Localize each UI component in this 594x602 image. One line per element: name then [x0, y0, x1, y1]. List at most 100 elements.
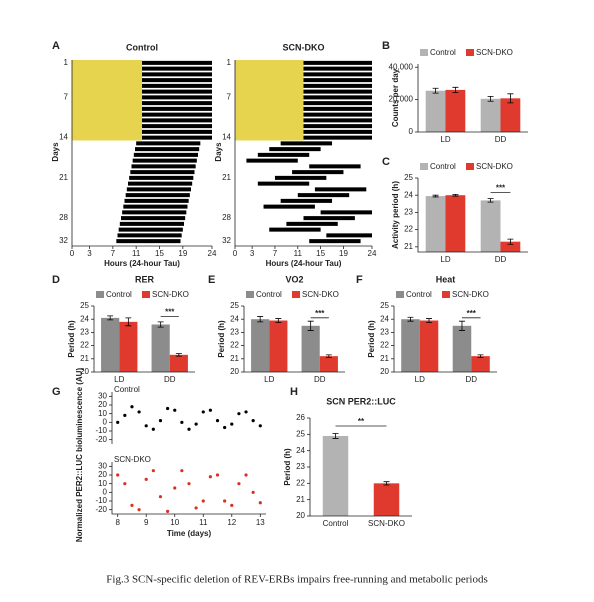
- bar: [101, 317, 120, 372]
- activity-bout: [121, 216, 186, 221]
- activity-bout: [303, 60, 372, 65]
- y-tick-label: 20: [296, 511, 305, 520]
- data-point: [137, 410, 141, 414]
- bar: [425, 196, 446, 252]
- data-point: [130, 503, 134, 507]
- legend-swatch: [96, 291, 104, 298]
- activity-bout: [142, 129, 212, 134]
- activity-bout: [303, 95, 372, 100]
- activity-bout: [117, 233, 182, 238]
- x-tick-label: 12: [227, 518, 236, 527]
- bar: [373, 483, 400, 516]
- legend-swatch: [420, 163, 428, 170]
- y-tick-label: 20: [98, 400, 107, 409]
- y-axis-label: Days: [214, 142, 223, 162]
- activity-bout: [280, 198, 333, 203]
- legend-label: Control: [256, 290, 282, 299]
- legend-label: Control: [106, 290, 132, 299]
- y-tick-label: 20: [80, 367, 89, 376]
- y-tick-label: 20: [230, 367, 239, 376]
- activity-bout: [303, 72, 372, 77]
- bar: [480, 200, 501, 252]
- data-point: [173, 408, 177, 412]
- light-period: [72, 60, 142, 141]
- data-point: [244, 473, 248, 477]
- legend-swatch: [420, 49, 428, 56]
- y-tick-label: 22: [80, 341, 89, 350]
- activity-bout: [303, 106, 372, 111]
- y-tick-label: 0: [103, 417, 108, 426]
- activity-bout: [128, 181, 193, 186]
- x-tick-label: LD: [415, 375, 425, 384]
- legend-label: Control: [430, 48, 456, 57]
- y-tick-label: 23: [230, 328, 239, 337]
- activity-bout: [303, 129, 372, 134]
- y-tick-label: 21: [380, 354, 389, 363]
- legend-swatch: [442, 291, 450, 298]
- error-bar: [477, 354, 484, 358]
- y-tick-label: 21: [230, 354, 239, 363]
- y-axis-label: Normalized PER2::LUC bioluminescence (AU…: [75, 368, 84, 543]
- data-point: [166, 509, 170, 513]
- y-axis-label: Counts per day: [391, 68, 400, 127]
- activity-bout: [292, 170, 344, 175]
- activity-bout: [118, 227, 183, 232]
- data-point: [215, 473, 220, 477]
- y-tick-label: 7: [227, 92, 232, 101]
- y-tick-label: 20: [98, 470, 107, 479]
- chart-title: Heat: [436, 274, 456, 284]
- activity-bout: [303, 135, 372, 140]
- activity-bout: [131, 164, 196, 169]
- y-tick-label: 23: [380, 328, 389, 337]
- error-bar: [275, 318, 282, 323]
- y-axis-label: Activity period (h): [391, 181, 400, 249]
- data-point: [144, 424, 148, 428]
- y-tick-label: 0: [409, 127, 414, 136]
- x-tick-label: DD: [314, 375, 326, 384]
- y-axis-label: Period (h): [67, 320, 76, 358]
- data-point: [215, 419, 220, 423]
- y-tick-label: 23: [80, 328, 89, 337]
- legend-swatch: [292, 291, 300, 298]
- x-axis-label: Hours (24-hour Tau): [104, 259, 180, 268]
- data-point: [180, 469, 184, 473]
- y-tick-label: -10: [95, 496, 107, 505]
- activity-bout: [142, 89, 212, 94]
- data-point: [166, 406, 170, 411]
- activity-bout: [125, 193, 190, 198]
- bar: [169, 354, 188, 372]
- activity-bout: [116, 239, 181, 244]
- activity-bout: [269, 147, 321, 152]
- data-point: [187, 482, 191, 486]
- bar: [500, 241, 521, 252]
- activity-bout: [303, 124, 372, 129]
- data-point: [223, 425, 227, 430]
- data-point: [123, 482, 127, 486]
- activity-bout: [142, 60, 212, 65]
- panel-letter: H: [290, 386, 298, 398]
- y-axis-label: Period (h): [367, 320, 376, 358]
- bar: [419, 320, 439, 372]
- axis: [111, 462, 266, 515]
- data-point: [194, 506, 198, 510]
- data-point: [230, 422, 234, 426]
- legend-label: SCN-DKO: [152, 290, 189, 299]
- x-tick-label: 11: [132, 249, 141, 258]
- data-point: [123, 413, 127, 417]
- activity-bout: [136, 141, 201, 146]
- y-axis-label: Period (h): [283, 448, 292, 486]
- activity-bout: [246, 158, 298, 163]
- x-tick-label: 9: [144, 518, 149, 527]
- legend-swatch: [396, 291, 404, 298]
- data-point: [187, 427, 191, 431]
- data-point: [137, 508, 141, 512]
- error-bar: [383, 481, 390, 486]
- x-tick-label: LD: [440, 135, 450, 144]
- activity-bout: [326, 233, 372, 238]
- activity-bout: [130, 170, 195, 175]
- activity-bout: [133, 152, 198, 157]
- activity-bout: [309, 239, 361, 244]
- x-tick-label: 7: [273, 249, 278, 258]
- activity-bout: [129, 175, 194, 180]
- chart-title: SCN PER2::LUC: [326, 396, 396, 406]
